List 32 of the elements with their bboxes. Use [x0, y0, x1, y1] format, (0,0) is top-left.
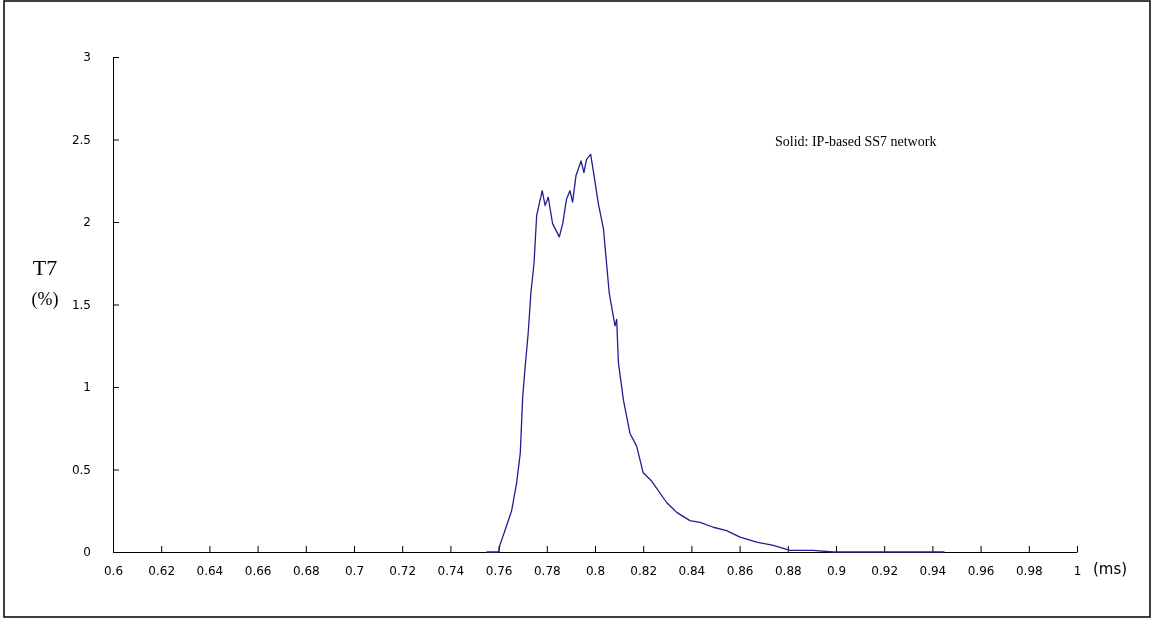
y-axis-title: T7 (%) — [31, 255, 59, 310]
x-tick-label: 0.94 — [919, 563, 947, 578]
x-axis-title: (ms) — [1093, 560, 1128, 578]
x-tick-label: 0.92 — [871, 563, 899, 578]
line-series — [485, 153, 946, 553]
x-tick-label: 0.96 — [967, 563, 995, 578]
x-tick-label: 0.84 — [678, 563, 706, 578]
x-tick-label: 0.72 — [389, 563, 417, 578]
x-tick-label: 0.7 — [344, 563, 365, 578]
x-tick-label: 0.76 — [485, 563, 513, 578]
y-tick-label: 3 — [83, 50, 91, 65]
x-tick-label: 0.98 — [1015, 563, 1043, 578]
x-tick-label: 0.78 — [533, 563, 561, 578]
y-tick-label: 1 — [83, 380, 91, 395]
x-tick-label: 0.74 — [437, 563, 465, 578]
x-tick-label: 1 — [1073, 563, 1082, 578]
y-tick-label: 1.5 — [71, 297, 91, 312]
x-tick-label: 0.62 — [148, 563, 176, 578]
y-tick-label: 0 — [83, 545, 91, 560]
x-tick-label: 0.88 — [774, 563, 802, 578]
y-tick-label: 2 — [83, 215, 91, 230]
x-tick-label: 0.64 — [196, 563, 224, 578]
x-tick-label: 0.82 — [630, 563, 658, 578]
y-tick-label: 2.5 — [71, 132, 91, 147]
x-tick-label: 0.9 — [826, 563, 847, 578]
x-tick-label: 0.68 — [292, 563, 320, 578]
x-tick-label: 0.66 — [244, 563, 272, 578]
x-tick-label: 0.86 — [726, 563, 754, 578]
x-tick-label: 0.6 — [103, 563, 124, 578]
x-tick-label: 0.8 — [585, 563, 606, 578]
annotation: Solid: IP-based SS7 network — [775, 134, 937, 149]
y-tick-label: 0.5 — [71, 462, 91, 477]
